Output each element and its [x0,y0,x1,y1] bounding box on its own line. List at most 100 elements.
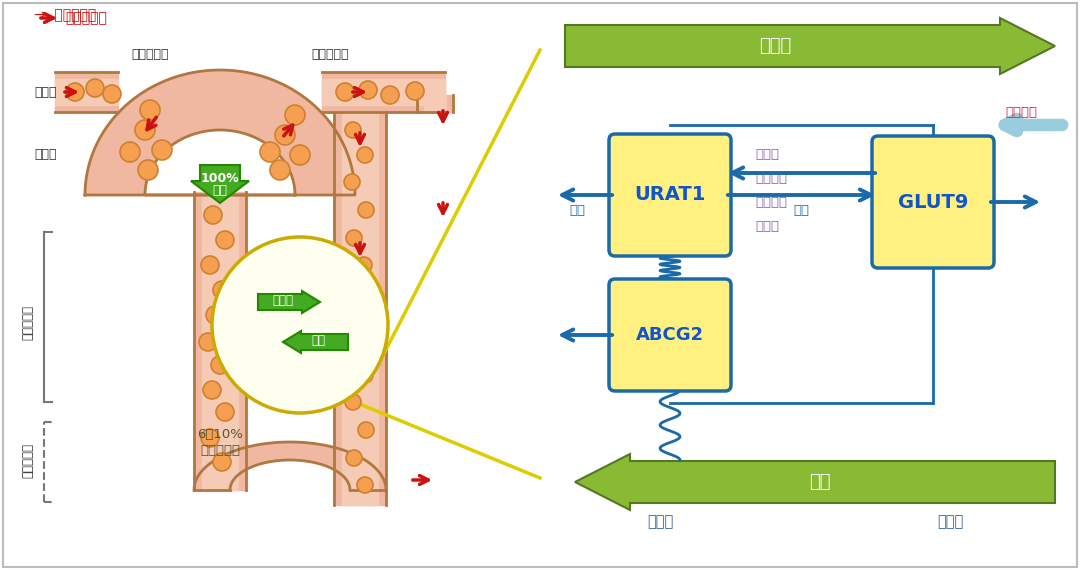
Circle shape [138,160,158,180]
Polygon shape [85,70,355,195]
Circle shape [213,453,231,471]
FancyArrow shape [575,454,1055,510]
Text: URAT1: URAT1 [634,185,705,205]
Text: 100%: 100% [201,172,240,185]
Circle shape [345,122,361,138]
Text: 管腔側: 管腔側 [647,515,673,530]
Text: 烟碱酸: 烟碱酸 [755,221,779,234]
Polygon shape [194,442,386,490]
Circle shape [346,340,362,356]
Circle shape [201,429,219,447]
Text: 血液的流动: 血液的流动 [65,11,107,25]
Circle shape [381,86,399,104]
Circle shape [152,140,172,160]
Circle shape [266,313,284,331]
FancyArrow shape [283,331,348,353]
Circle shape [86,79,104,97]
Polygon shape [342,108,378,505]
FancyArrow shape [565,18,1055,74]
Circle shape [345,174,360,190]
Circle shape [285,105,305,125]
Circle shape [289,309,307,327]
Text: 尿酸: 尿酸 [794,205,810,218]
Circle shape [260,142,280,162]
Text: →  血液的流动: → 血液的流动 [33,8,96,22]
Circle shape [357,147,373,163]
Text: 远位尿细管: 远位尿细管 [22,442,35,478]
Text: GLUT9: GLUT9 [897,193,968,211]
Circle shape [264,333,281,351]
Circle shape [345,394,361,410]
Text: 尿酸: 尿酸 [569,205,585,218]
Text: 吡嗪酰胺: 吡嗪酰胺 [1005,105,1037,119]
Circle shape [135,120,156,140]
Circle shape [345,284,361,300]
Polygon shape [334,108,386,505]
Circle shape [212,237,388,413]
Text: ABCG2: ABCG2 [636,326,704,344]
FancyBboxPatch shape [609,134,731,256]
Polygon shape [55,72,118,112]
Circle shape [216,231,234,249]
Circle shape [311,316,329,334]
Circle shape [357,422,374,438]
Circle shape [406,82,424,100]
Text: 输出细动脉: 输出细动脉 [311,48,349,62]
Circle shape [346,230,362,246]
Text: 6～10%: 6～10% [197,429,243,442]
FancyArrow shape [258,291,320,313]
Circle shape [303,296,321,314]
Circle shape [286,331,303,349]
Circle shape [356,257,372,273]
Circle shape [211,356,229,374]
Polygon shape [322,79,445,105]
Circle shape [259,293,276,311]
Circle shape [359,81,377,99]
Text: 再吸収: 再吸収 [272,294,294,307]
Circle shape [357,312,374,328]
Circle shape [201,256,219,274]
Text: 血管側: 血管側 [936,515,963,530]
Circle shape [336,83,354,101]
FancyBboxPatch shape [872,136,994,268]
Text: （尿中へ）: （尿中へ） [200,443,240,457]
Polygon shape [194,192,246,490]
Text: 近位尿细管: 近位尿细管 [22,304,35,340]
Circle shape [120,142,140,162]
Text: 阴离子: 阴离子 [755,149,779,161]
Polygon shape [417,95,453,112]
Text: 分泌: 分泌 [809,473,831,491]
Polygon shape [202,192,238,490]
Text: 肾小球: 肾小球 [33,149,56,161]
Circle shape [270,160,291,180]
Circle shape [103,85,121,103]
Text: 再吸収: 再吸収 [759,37,792,55]
Circle shape [206,306,224,324]
FancyArrow shape [191,165,249,203]
Circle shape [140,100,160,120]
Text: 输入细动脉: 输入细动脉 [132,48,168,62]
Text: 吡嗪酰胺: 吡嗪酰胺 [755,173,787,185]
Circle shape [216,403,234,421]
Circle shape [275,125,295,145]
Text: 滤過: 滤過 [213,185,228,197]
Text: 分泌: 分泌 [311,333,325,347]
Polygon shape [55,79,118,105]
Circle shape [204,206,222,224]
Circle shape [281,289,299,307]
Text: 肾动脉: 肾动脉 [33,86,56,99]
Circle shape [213,281,231,299]
Polygon shape [322,72,445,112]
Circle shape [357,367,373,383]
Text: 羧酸乳酸: 羧酸乳酸 [755,197,787,210]
Circle shape [357,477,373,493]
Circle shape [291,145,310,165]
Circle shape [66,83,84,101]
Circle shape [346,450,362,466]
Polygon shape [424,95,446,112]
Circle shape [307,336,325,354]
Circle shape [203,381,221,399]
Circle shape [357,202,374,218]
Circle shape [199,333,217,351]
FancyBboxPatch shape [609,279,731,391]
